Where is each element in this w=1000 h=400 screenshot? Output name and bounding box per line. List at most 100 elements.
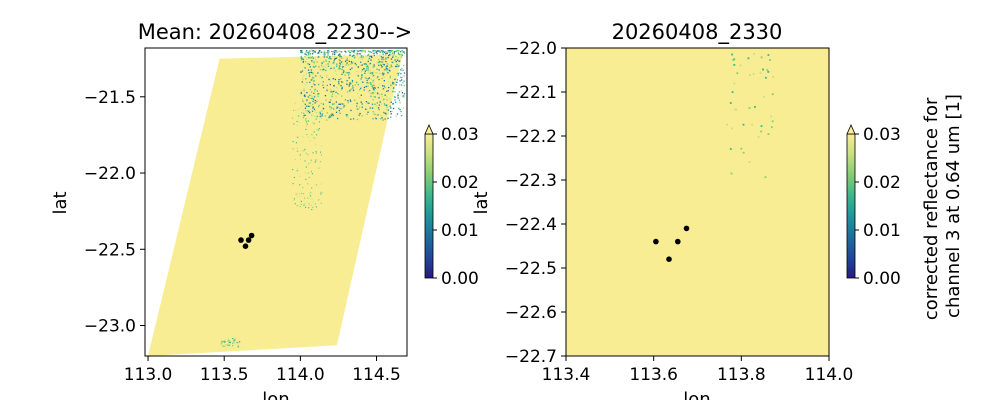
cloud-pixel [350,88,353,90]
cloud-pixel [297,136,299,138]
cloud-pixel [376,105,378,107]
cloud-pixel [362,56,364,58]
cloud-pixel [317,95,319,97]
cloud-pixel [310,69,313,71]
cloud-pixel [378,78,380,81]
cloud-pixel [393,96,396,98]
cloud-pixel [300,57,302,59]
cloud-pixel [385,96,388,98]
cloud-pixel [760,125,763,127]
cloud-pixel [367,67,369,69]
cloud-pixel [368,91,370,93]
station-point [666,256,672,263]
cloud-pixel [767,54,770,56]
station-point [248,232,255,239]
cloud-pixel [321,113,324,115]
cloud-pixel [372,66,374,68]
cloud-pixel [306,52,308,54]
cloud-pixel [395,56,397,58]
cloud-pixel [374,91,376,93]
cloud-pixel [396,113,399,115]
cloud-pixel [339,65,341,67]
cloud-pixel [296,150,298,152]
right-reflectance-field [566,48,829,356]
cloud-pixel [374,103,376,105]
cloud-pixel [326,84,328,86]
cloud-pixel [376,50,378,53]
cloud-pixel [759,72,762,74]
cloud-pixel [337,117,339,120]
cloud-pixel [317,66,320,68]
cloud-pixel [359,113,361,115]
cloud-pixel [328,78,330,81]
cloud-pixel [354,52,356,54]
cloud-pixel [223,340,225,342]
right-colorbar: 0.00 0.01 0.02 0.03 corrected reflectance f… [846,94,964,320]
cloud-pixel [361,51,363,53]
right-colorbar-gradient [846,133,856,279]
cloud-pixel [383,51,386,53]
cloud-pixel [313,137,315,139]
cloud-pixel [346,83,348,85]
cloud-pixel [353,54,355,57]
cloud-pixel [307,96,309,98]
cloud-pixel [383,80,385,82]
cloud-pixel [311,55,314,58]
cloud-pixel [311,91,313,93]
cloud-pixel [292,183,294,185]
cloud-pixel [315,159,317,161]
cloud-pixel [334,53,336,55]
cloud-pixel [360,56,362,58]
cloud-pixel [385,58,387,60]
cloud-pixel [357,75,360,77]
cloud-pixel [306,73,308,75]
cloud-pixel [372,99,374,101]
cloud-pixel [301,105,303,107]
cloud-pixel [341,95,343,97]
cloud-pixel [396,59,399,61]
cloud-pixel [329,116,332,118]
cloud-pixel [381,60,383,63]
cloud-pixel [296,147,298,149]
cloud-pixel [293,109,295,111]
cloud-pixel [309,94,311,96]
cloud-pixel [379,51,381,53]
cloud-pixel [345,114,347,116]
cloud-pixel [366,79,368,82]
cloud-pixel [335,95,337,98]
cloud-pixel [229,340,231,342]
cloud-pixel [304,107,307,109]
cloud-pixel [329,101,331,103]
cloud-pixel [228,341,231,343]
cloud-pixel [311,78,313,80]
cloud-pixel [369,55,371,57]
cloud-pixel [369,72,371,74]
cloud-pixel [299,154,301,156]
cloud-pixel [368,102,370,104]
cloud-pixel [336,73,338,75]
cloud-pixel [365,108,368,111]
cloud-pixel [382,53,384,55]
cloud-pixel [311,173,313,175]
cloud-pixel [309,89,311,91]
cloud-pixel [401,50,403,52]
cloud-pixel [331,95,333,97]
cloud-pixel [302,99,304,101]
cloud-pixel [374,113,376,116]
cloud-pixel [764,176,767,179]
cloud-pixel [337,106,339,108]
cloud-pixel [364,51,366,53]
cloud-pixel [359,50,362,52]
cloud-pixel [300,200,302,202]
cloud-pixel [387,109,389,111]
cloud-pixel [351,81,354,83]
y-tick-label: −22.2 [505,127,557,147]
cloud-pixel [312,98,315,100]
cloud-pixel [381,58,383,60]
x-tick-label: 113.8 [717,365,766,385]
cloud-pixel [318,106,320,108]
cloud-pixel [391,110,393,112]
cloud-pixel [311,97,313,99]
cloud-pixel [398,108,401,111]
left-colorbar: 0.00 0.01 0.02 0.03 [424,124,479,289]
